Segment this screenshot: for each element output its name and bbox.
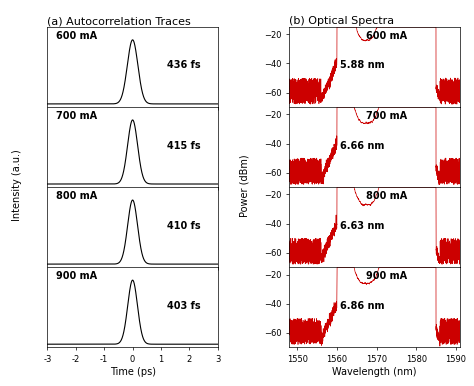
X-axis label: Wavelength (nm): Wavelength (nm) xyxy=(332,367,417,377)
Text: 900 mA: 900 mA xyxy=(56,271,97,281)
Text: 600 mA: 600 mA xyxy=(366,31,407,41)
Text: 600 mA: 600 mA xyxy=(56,31,97,41)
Text: 6.63 nm: 6.63 nm xyxy=(340,221,385,231)
Text: Intensity (a.u.): Intensity (a.u.) xyxy=(12,149,22,221)
Text: (a) Autocorrelation Traces: (a) Autocorrelation Traces xyxy=(47,16,191,26)
Text: 800 mA: 800 mA xyxy=(366,191,407,201)
Text: 700 mA: 700 mA xyxy=(366,111,407,121)
Text: (b) Optical Spectra: (b) Optical Spectra xyxy=(289,16,394,26)
Text: Power (dBm): Power (dBm) xyxy=(239,154,249,217)
Text: 403 fs: 403 fs xyxy=(167,301,201,311)
Text: 6.66 nm: 6.66 nm xyxy=(340,141,385,151)
Text: 700 mA: 700 mA xyxy=(56,111,97,121)
Text: 5.88 nm: 5.88 nm xyxy=(340,61,385,71)
Text: 900 mA: 900 mA xyxy=(366,271,407,281)
Text: 436 fs: 436 fs xyxy=(167,61,201,71)
Text: 415 fs: 415 fs xyxy=(167,141,201,151)
X-axis label: Time (ps): Time (ps) xyxy=(109,367,155,377)
Text: 410 fs: 410 fs xyxy=(167,221,201,231)
Text: 800 mA: 800 mA xyxy=(56,191,97,201)
Text: 6.86 nm: 6.86 nm xyxy=(340,301,385,311)
